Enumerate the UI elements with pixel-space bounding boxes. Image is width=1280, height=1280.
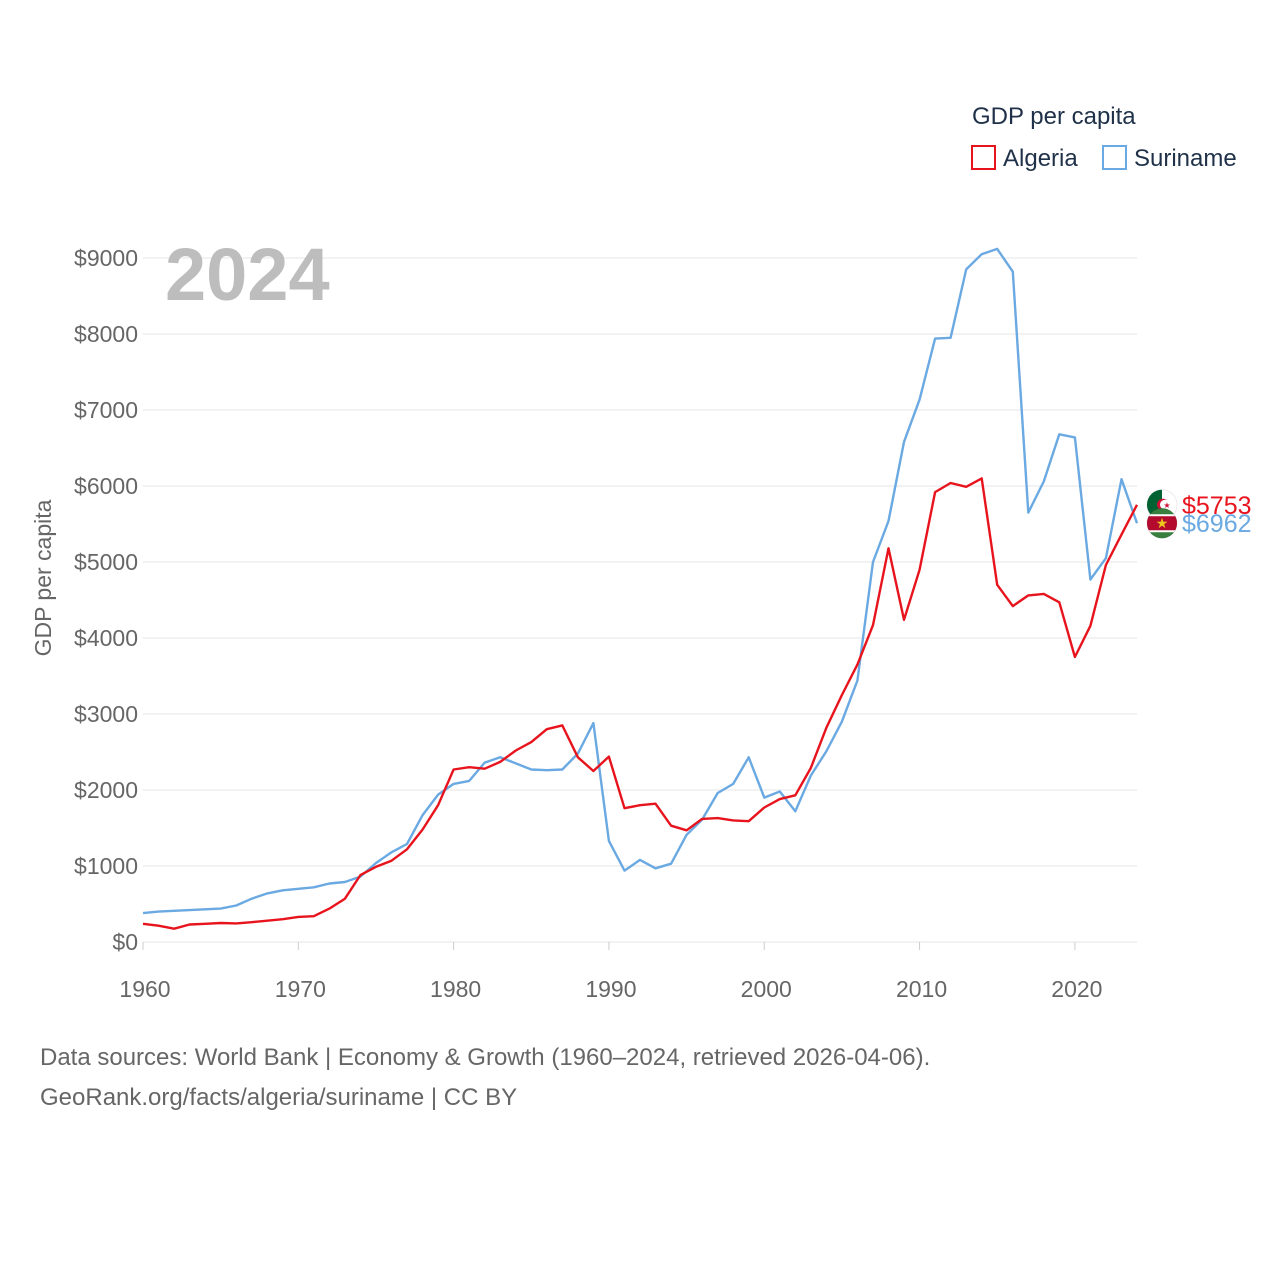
x-tick-label: 2010 xyxy=(896,976,947,1002)
y-tick-label: $6000 xyxy=(74,473,138,499)
x-tick-label: 1990 xyxy=(585,976,636,1002)
legend-swatch-suriname xyxy=(1102,145,1127,170)
svg-text:★: ★ xyxy=(1156,516,1169,532)
footer-attribution[interactable]: GeoRank.org/facts/algeria/suriname | CC … xyxy=(40,1084,518,1111)
series-layer xyxy=(142,247,1139,930)
legend-swatch-algeria xyxy=(971,145,996,170)
y-axis-ticks: $0 $1000 $2000 $3000 $4000 $5000 $6000 $7000 $80… xyxy=(74,245,138,955)
end-value-label-suriname: $6962 xyxy=(1182,510,1252,538)
end-value-label-algeria: $5753 xyxy=(1182,492,1252,520)
y-tick-label: $1000 xyxy=(74,853,138,879)
y-tick-label: $7000 xyxy=(74,397,138,423)
legend-label-suriname: Suriname xyxy=(1134,145,1237,172)
x-tick-label: 1960 xyxy=(119,976,170,1002)
x-tick-label: 2000 xyxy=(741,976,792,1002)
legend-label-algeria: Algeria xyxy=(1003,145,1078,172)
legend: GDP per capita Algeria Suriname xyxy=(971,103,1237,172)
footer-sources: Data sources: World Bank | Economy & Gro… xyxy=(40,1044,931,1071)
legend-item-suriname[interactable]: Suriname xyxy=(1102,145,1237,172)
y-axis-label: GDP per capita xyxy=(30,499,56,656)
x-tick-label: 1980 xyxy=(430,976,481,1002)
x-tick-label: 1970 xyxy=(275,976,326,1002)
y-tick-label: $5000 xyxy=(74,549,138,575)
y-tick-label: $0 xyxy=(112,929,138,955)
y-tick-label: $3000 xyxy=(74,701,138,727)
legend-item-algeria[interactable]: Algeria xyxy=(971,145,1078,172)
y-tick-label: $8000 xyxy=(74,321,138,347)
y-tick-label: $4000 xyxy=(74,625,138,651)
y-tick-label: $9000 xyxy=(74,245,138,271)
year-label: 2024 xyxy=(165,233,330,316)
x-tick-label: 2020 xyxy=(1051,976,1102,1002)
grid-layer xyxy=(143,257,1137,943)
y-tick-label: $2000 xyxy=(74,777,138,803)
series-line-algeria[interactable] xyxy=(142,477,1139,930)
legend-title: GDP per capita xyxy=(972,103,1136,130)
x-axis-ticks: 1960 1970 1980 1990 2000 2010 2020 xyxy=(119,942,1102,1002)
svg-text:★: ★ xyxy=(1163,501,1170,510)
series-line-suriname[interactable] xyxy=(142,247,1139,915)
end-labels: ★ $5753 ★ $6962 xyxy=(1146,489,1252,539)
suriname-flag-icon: ★ xyxy=(1146,507,1178,539)
